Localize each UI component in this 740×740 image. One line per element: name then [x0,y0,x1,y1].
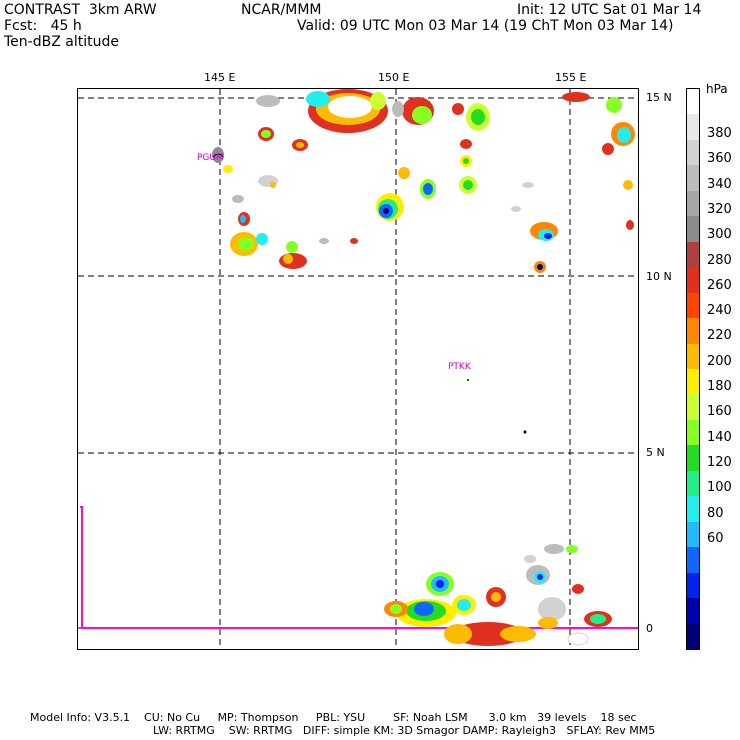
lat-label-15n: 15 N [646,91,672,104]
colorbar-segment [687,190,699,217]
forecast-hour: Fcst: 45 h [4,18,82,34]
colorbar-segment [687,547,699,574]
colorbar-segment [687,139,699,166]
colorbar-segment [687,369,699,395]
colorbar-tick-label: 300 [707,227,732,243]
colorbar-segment [687,623,699,650]
colorbar-segment [687,241,699,268]
colorbar-segment [687,267,699,294]
lon-label-145: 145 E [204,71,236,84]
colorbar-segment [687,445,699,472]
colorbar-tick-label: 80 [707,505,724,521]
colorbar-tick-label: 320 [707,201,732,217]
graticule [78,89,638,649]
colorbar-segment [687,496,699,523]
colorbar-tick-label: 240 [707,303,732,319]
colorbar-segment [687,114,699,141]
guam-coastline [212,153,224,158]
lat-label-10n: 10 N [646,270,672,283]
colorbar-segment [687,572,699,599]
echo-cells-south [384,544,612,646]
station-label-pgum: PGUM [197,153,224,163]
cross-section-line [80,506,638,629]
map-canvas [78,89,638,649]
organization: NCAR/MMM [241,2,322,18]
colorbar-tick-label: 180 [707,379,732,394]
colorbar-tick-label: 260 [707,277,732,293]
colorbar-tick-label: 120 [707,454,732,470]
colorbar-tick-label: 280 [707,252,732,268]
colorbar-segment [687,394,699,421]
station-label-ptkk: PTKK [448,362,471,372]
echo-cells-north [212,89,635,273]
colorbar-tick-label: 220 [707,328,732,344]
colorbar-tick-label: 200 [707,353,732,369]
colorbar-unit: hPa [706,82,728,96]
colorbar-tick-label: 100 [707,480,732,496]
colorbar-segment [687,318,699,345]
map-panel [77,88,639,650]
colorbar-segment [687,419,699,446]
colorbar-tick-label: 140 [707,429,732,445]
colorbar-segment [687,521,699,548]
colorbar-segment [687,292,699,319]
init-time: Init: 12 UTC Sat 01 Mar 14 [517,2,702,18]
colorbar-tick-label: 60 [707,530,724,546]
footer-model-info: Model Info: V3.5.1 CU: No Cu MP: Thompso… [30,711,637,724]
valid-time: Valid: 09 UTC Mon 03 Mar 14 (19 ChT Mon … [297,18,674,34]
field-name: Ten-dBZ altitude [4,34,119,50]
lon-label-155: 155 E [555,71,587,84]
colorbar-segment [687,598,699,625]
colorbar-segment [687,89,699,115]
lon-label-150: 150 E [378,71,410,84]
model-title: CONTRAST 3km ARW [4,2,157,18]
colorbar-segment [687,343,699,370]
colorbar-tick-label: 380 [707,126,732,141]
colorbar-tick-label: 340 [707,176,732,192]
colorbar-segment [687,470,699,497]
colorbar-tick-label: 160 [707,404,732,420]
ptkk-marker [467,379,469,381]
colorbar-segment [687,165,699,192]
colorbar-tick-label: 360 [707,151,732,167]
lat-label-5n: 5 N [646,446,665,459]
small-echo-dot [523,430,527,434]
colorbar [686,88,700,650]
colorbar-segment [687,216,699,243]
lat-label-0: 0 [646,622,653,635]
footer-physics-info: LW: RRTMG SW: RRTMG DIFF: simple KM: 3D … [153,724,656,737]
